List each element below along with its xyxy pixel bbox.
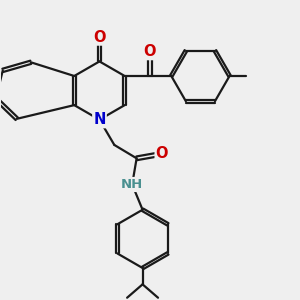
Text: O: O: [156, 146, 168, 161]
Text: O: O: [93, 30, 106, 45]
Text: NH: NH: [121, 178, 143, 191]
Text: O: O: [144, 44, 156, 59]
Text: N: N: [93, 112, 106, 127]
